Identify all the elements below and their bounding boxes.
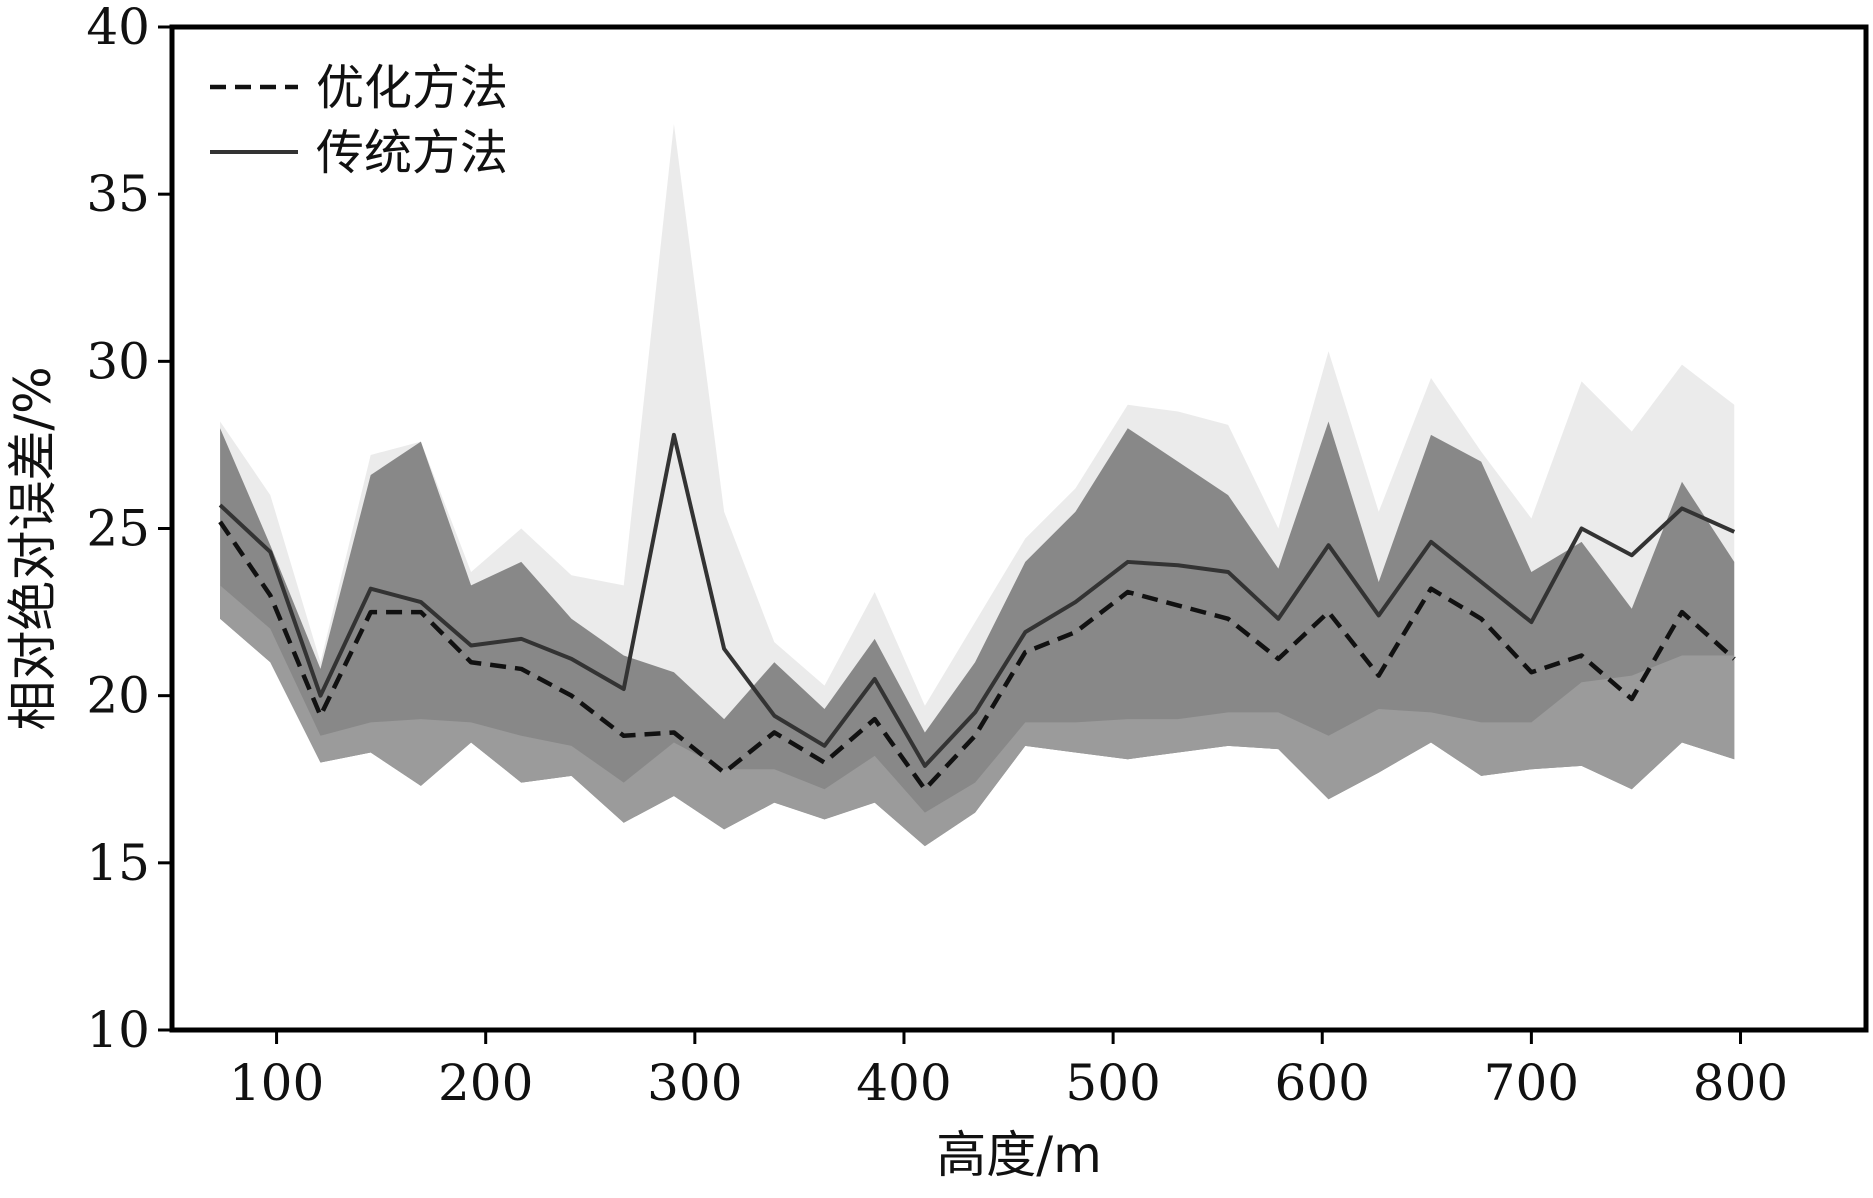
x-tick-label: 200 xyxy=(438,1054,533,1112)
y-tick-label: 40 xyxy=(86,0,150,56)
y-tick-label: 20 xyxy=(86,667,150,725)
uncertainty-bands xyxy=(220,123,1735,847)
y-axis-title: 相对绝对误差/% xyxy=(4,366,62,730)
x-tick-label: 800 xyxy=(1693,1054,1788,1112)
y-tick-label: 35 xyxy=(86,165,150,223)
x-tick-label: 700 xyxy=(1484,1054,1579,1112)
y-tick-label: 25 xyxy=(86,500,150,558)
series-line-optimized xyxy=(218,520,1736,792)
x-tick-label: 500 xyxy=(1065,1054,1160,1112)
series-line-traditional xyxy=(218,432,1736,768)
x-axis-title: 高度/m xyxy=(936,1126,1102,1184)
legend-optimized-label: 优化方法 xyxy=(316,60,508,116)
x-tick-label: 400 xyxy=(856,1054,951,1112)
x-tick-label: 100 xyxy=(229,1054,324,1112)
axis-ticks: 10 15 20 25 30 35 40 100 200 300 400 500 600 700 800 xyxy=(86,0,1788,1112)
legend-traditional-label: 传统方法 xyxy=(316,125,508,181)
x-tick-label: 600 xyxy=(1275,1054,1370,1112)
y-tick-label: 15 xyxy=(86,834,150,892)
y-tick-label: 30 xyxy=(86,332,150,390)
x-tick-label: 300 xyxy=(647,1054,742,1112)
y-tick-label: 10 xyxy=(86,1001,150,1059)
series-lines xyxy=(218,432,1736,792)
band-optimized xyxy=(220,585,1735,847)
